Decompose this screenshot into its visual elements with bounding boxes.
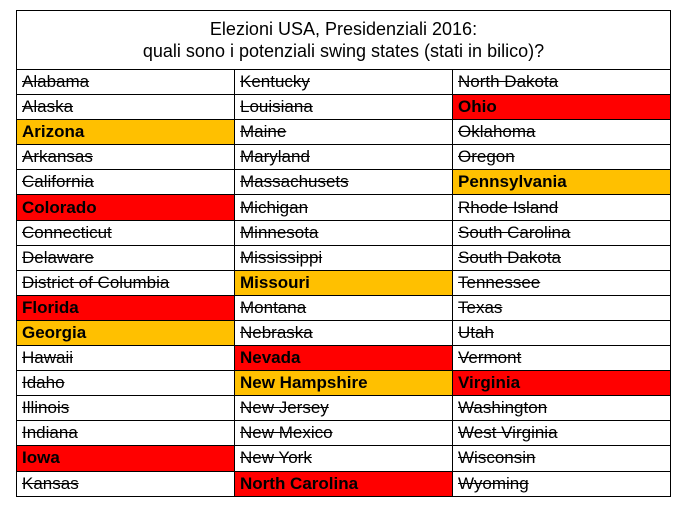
state-cell: Montana [234, 294, 453, 321]
state-cell: Arkansas [16, 144, 235, 171]
state-cell: Oklahoma [452, 119, 671, 146]
state-cell: Rhode Island [452, 194, 671, 221]
swing-states-table: Elezioni USA, Presidenziali 2016: quali … [16, 10, 671, 497]
state-cell: Tennessee [452, 269, 671, 296]
table-row: Colorado Michigan Rhode Island [16, 194, 671, 221]
state-cell: Mississippi [234, 244, 453, 271]
table-row: District of Columbia Missouri Tennessee [16, 269, 671, 296]
state-cell: Michigan [234, 194, 453, 221]
state-cell: Louisiana [234, 94, 453, 121]
table-row: Alaska Louisiana Ohio [16, 94, 671, 121]
state-cell: Nebraska [234, 319, 453, 347]
state-cell: West Virginia [452, 420, 671, 447]
state-cell: Minnesota [234, 219, 453, 246]
table-row: Hawaii Nevada Vermont [16, 345, 671, 372]
state-cell: Pennsylvania [452, 169, 671, 196]
state-cell: New York [234, 445, 453, 472]
state-cell: Alabama [16, 68, 235, 96]
table-row: Arkansas Maryland Oregon [16, 144, 671, 171]
table-row: Indiana New Mexico West Virginia [16, 420, 671, 447]
table-row: Connecticut Minnesota South Carolina [16, 219, 671, 246]
title-row: Elezioni USA, Presidenziali 2016: quali … [16, 10, 671, 70]
state-cell: Arizona [16, 119, 235, 146]
state-cell: Kentucky [234, 68, 453, 96]
state-cell: Virginia [452, 370, 671, 397]
state-cell: New Jersey [234, 395, 453, 422]
state-cell: Wyoming [452, 470, 671, 497]
state-cell: Missouri [234, 269, 453, 296]
state-cell: Connecticut [16, 219, 235, 246]
state-cell: Idaho [16, 370, 235, 397]
state-cell: District of Columbia [16, 269, 235, 296]
table-row: Florida Montana Texas [16, 294, 671, 321]
title-line-1: Elezioni USA, Presidenziali 2016: [209, 19, 478, 39]
table-row: Kansas North Carolina Wyoming [16, 470, 671, 497]
state-cell: Nevada [234, 345, 453, 372]
state-cell: South Dakota [452, 244, 671, 271]
state-cell: Maine [234, 119, 453, 146]
table-row: Idaho New Hampshire Virginia [16, 370, 671, 397]
table-row: Delaware Mississippi South Dakota [16, 244, 671, 271]
state-cell: Oregon [452, 144, 671, 171]
state-cell: Kansas [16, 470, 235, 497]
state-cell: Colorado [16, 194, 235, 221]
table-row: California Massachusets Pennsylvania [16, 169, 671, 196]
title-line-2: quali sono i potenziali swing states (st… [142, 41, 545, 61]
table-row: Illinois New Jersey Washington [16, 395, 671, 422]
state-cell: Hawaii [16, 345, 235, 372]
state-cell: Texas [452, 294, 671, 321]
state-cell: Maryland [234, 144, 453, 171]
state-cell: North Carolina [234, 470, 453, 497]
table-title: Elezioni USA, Presidenziali 2016: quali … [16, 10, 671, 70]
state-cell: Massachusets [234, 169, 453, 196]
state-cell: Iowa [16, 445, 235, 472]
state-cell: Indiana [16, 420, 235, 447]
table-row: Iowa New York Wisconsin [16, 445, 671, 472]
table-row: Alabama Kentucky North Dakota [16, 68, 671, 96]
state-cell: Alaska [16, 94, 235, 121]
state-cell: New Hampshire [234, 370, 453, 397]
state-cell: Vermont [452, 345, 671, 372]
state-cell: Utah [452, 319, 671, 347]
state-cell: Ohio [452, 94, 671, 121]
state-cell: Florida [16, 294, 235, 321]
state-cell: Wisconsin [452, 445, 671, 472]
table-row: Arizona Maine Oklahoma [16, 119, 671, 146]
state-cell: North Dakota [452, 68, 671, 96]
state-cell: Illinois [16, 395, 235, 422]
state-cell: New Mexico [234, 420, 453, 447]
state-cell: Washington [452, 395, 671, 422]
state-cell: Delaware [16, 244, 235, 271]
state-cell: South Carolina [452, 219, 671, 246]
state-cell: Georgia [16, 319, 235, 347]
state-cell: California [16, 169, 235, 196]
table-row: Georgia Nebraska Utah [16, 319, 671, 347]
